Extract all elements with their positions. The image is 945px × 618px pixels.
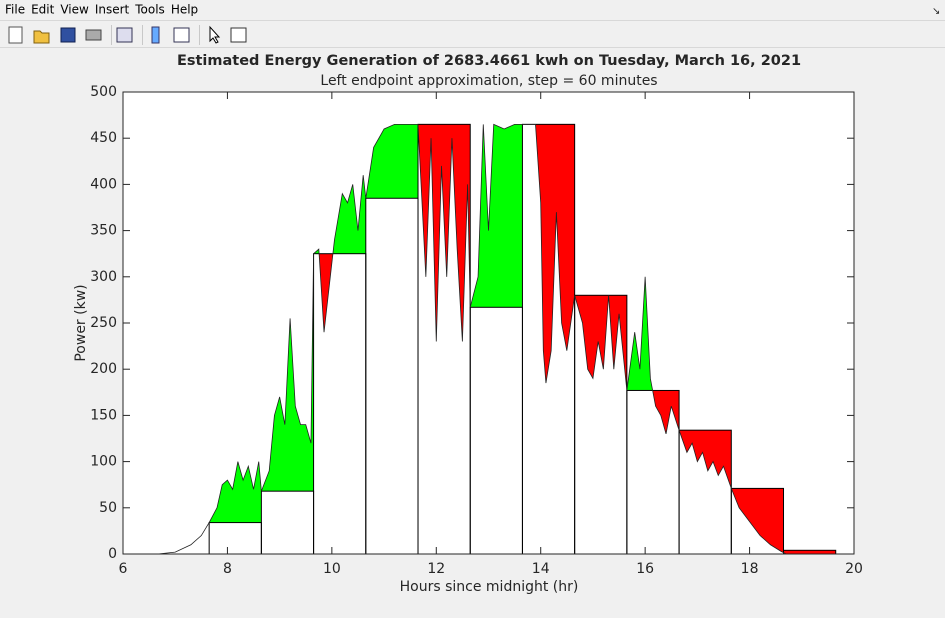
menubar: File Edit View Insert Tools Help <box>5 3 198 17</box>
y-tick-label: 0 <box>108 546 117 562</box>
fill-below <box>418 124 471 342</box>
fill-above <box>313 175 366 254</box>
fill-above <box>365 124 419 199</box>
x-tick-label: 6 <box>119 561 128 577</box>
x-tick-label: 8 <box>223 561 232 577</box>
colorbar-icon[interactable] <box>151 26 160 44</box>
fill-below <box>626 390 680 434</box>
print-icon[interactable] <box>85 29 102 41</box>
fill-below <box>679 430 732 489</box>
fill-below <box>313 253 366 333</box>
power-curve <box>157 123 787 555</box>
legend-icon[interactable] <box>173 27 190 43</box>
x-tick-label: 14 <box>532 561 550 577</box>
chart-title: Estimated Energy Generation of 2683.4661… <box>177 53 801 69</box>
y-tick-label: 350 <box>90 223 117 239</box>
y-tick-label: 250 <box>90 315 117 331</box>
fill-below <box>783 550 836 554</box>
open-icon[interactable] <box>33 30 50 44</box>
menu-item[interactable]: Insert <box>95 3 130 17</box>
x-tick-label: 16 <box>636 561 654 577</box>
y-tick-label: 400 <box>90 176 117 192</box>
menu-item[interactable]: Tools <box>134 3 165 17</box>
y-tick-label: 50 <box>99 500 117 516</box>
y-tick-label: 300 <box>90 269 117 285</box>
menu-item[interactable]: File <box>5 3 25 17</box>
fill-above <box>626 276 653 391</box>
x-tick-label: 10 <box>323 561 341 577</box>
menu-item[interactable]: View <box>60 3 89 17</box>
fill-above <box>209 461 262 523</box>
x-axis-label: Hours since midnight (hr) <box>400 579 579 595</box>
y-axis-label: Power (kw) <box>73 284 89 361</box>
menu-item[interactable]: Help <box>171 3 198 17</box>
fill-above <box>470 124 523 308</box>
y-tick-label: 150 <box>90 407 117 423</box>
chart-subtitle: Left endpoint approximation, step = 60 m… <box>320 73 657 89</box>
save-icon[interactable] <box>60 27 76 43</box>
x-tick-label: 18 <box>741 561 759 577</box>
x-tick-label: 20 <box>845 561 863 577</box>
menu-item[interactable]: Edit <box>31 3 55 17</box>
edit-plot-icon[interactable] <box>209 25 221 44</box>
dock-arrow[interactable]: ↘ <box>932 6 940 17</box>
y-tick-label: 200 <box>90 361 117 377</box>
y-tick-label: 500 <box>90 84 117 100</box>
new-icon[interactable] <box>8 26 23 44</box>
x-tick-label: 12 <box>427 561 445 577</box>
axes-background <box>123 92 854 554</box>
plot-area: 6 8 10 12 14 16 18 2005010015020025030035040045… <box>90 84 863 577</box>
property-editor-icon[interactable] <box>230 27 247 43</box>
y-tick-label: 450 <box>90 130 117 146</box>
y-tick-label: 100 <box>90 454 117 470</box>
print-preview-icon[interactable] <box>116 27 133 43</box>
fill-below <box>731 488 784 553</box>
toolbar <box>8 25 247 45</box>
